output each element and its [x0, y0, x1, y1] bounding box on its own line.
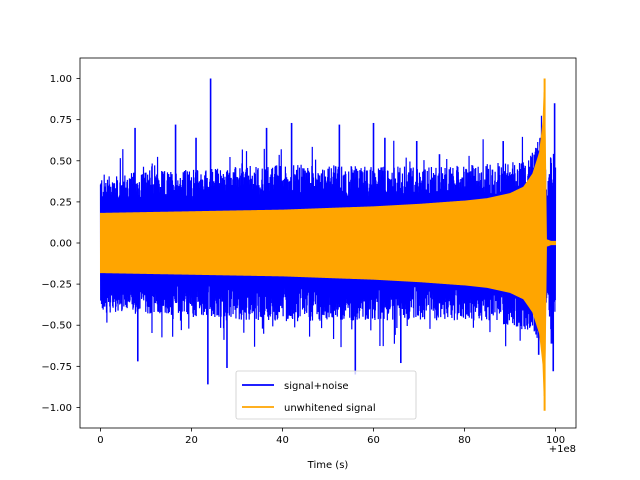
y-tick-label: 0.25	[50, 197, 72, 208]
x-tick-label: 20	[185, 435, 198, 446]
y-tick-label: −0.50	[41, 321, 72, 332]
x-offset-label: +1e8	[549, 444, 576, 455]
y-axis: 1.00 0.75 0.50 0.25 0.00 −0.25 −0.50 −0.75 −1.00	[41, 74, 80, 414]
legend: signal+noise unwhitened signal	[235, 370, 417, 420]
y-tick-label: 0.00	[50, 239, 72, 250]
x-axis: 0 20 40 60 80 100	[97, 428, 565, 446]
y-tick-label: 0.50	[50, 156, 72, 167]
y-tick-label: −1.00	[41, 403, 72, 414]
series-unwhitened-signal-band	[99, 92, 557, 396]
series-layer	[99, 78, 557, 411]
y-tick-label: −0.75	[41, 362, 72, 373]
x-tick-label: 100	[546, 435, 565, 446]
x-axis-label: Time (s)	[307, 460, 349, 471]
legend-box	[235, 370, 417, 420]
x-tick-label: 40	[276, 435, 289, 446]
y-tick-label: −0.25	[41, 280, 72, 291]
x-tick-label: 80	[458, 435, 471, 446]
legend-label-signal-noise: signal+noise	[284, 381, 349, 392]
x-tick-label: 0	[97, 435, 103, 446]
x-tick-label: 60	[367, 435, 380, 446]
y-tick-label: 1.00	[50, 74, 72, 85]
legend-label-unwhitened-signal: unwhitened signal	[284, 403, 376, 414]
y-tick-label: 0.75	[50, 115, 72, 126]
